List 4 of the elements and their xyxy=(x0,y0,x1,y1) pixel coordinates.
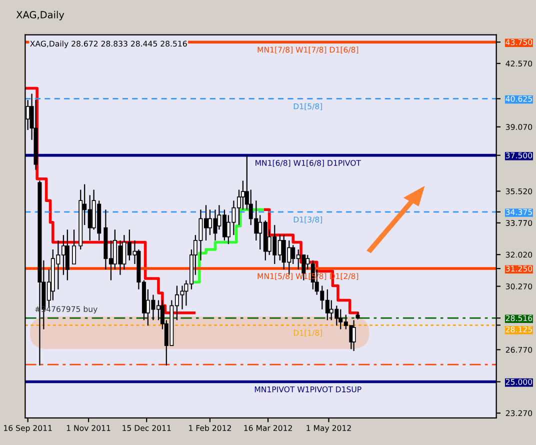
candlestick xyxy=(72,229,76,265)
candlestick xyxy=(65,229,70,281)
chart-title: XAG,Daily xyxy=(16,10,64,20)
candlestick xyxy=(352,320,356,352)
